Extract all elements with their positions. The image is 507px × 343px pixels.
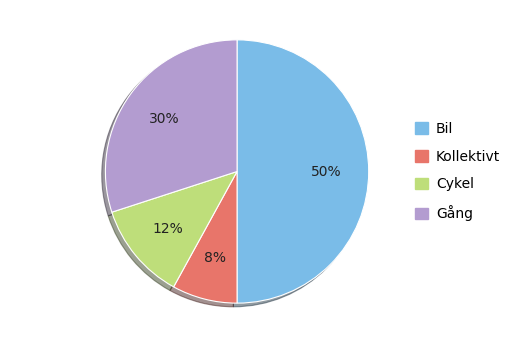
Legend: Bil, Kollektivt, Cykel, Gång: Bil, Kollektivt, Cykel, Gång xyxy=(415,122,500,221)
Wedge shape xyxy=(105,40,237,212)
Text: 8%: 8% xyxy=(204,251,226,265)
Wedge shape xyxy=(112,172,237,287)
Wedge shape xyxy=(173,172,237,303)
Text: 12%: 12% xyxy=(153,222,184,236)
Text: 50%: 50% xyxy=(311,165,342,178)
Wedge shape xyxy=(237,40,369,303)
Text: 30%: 30% xyxy=(150,112,180,126)
